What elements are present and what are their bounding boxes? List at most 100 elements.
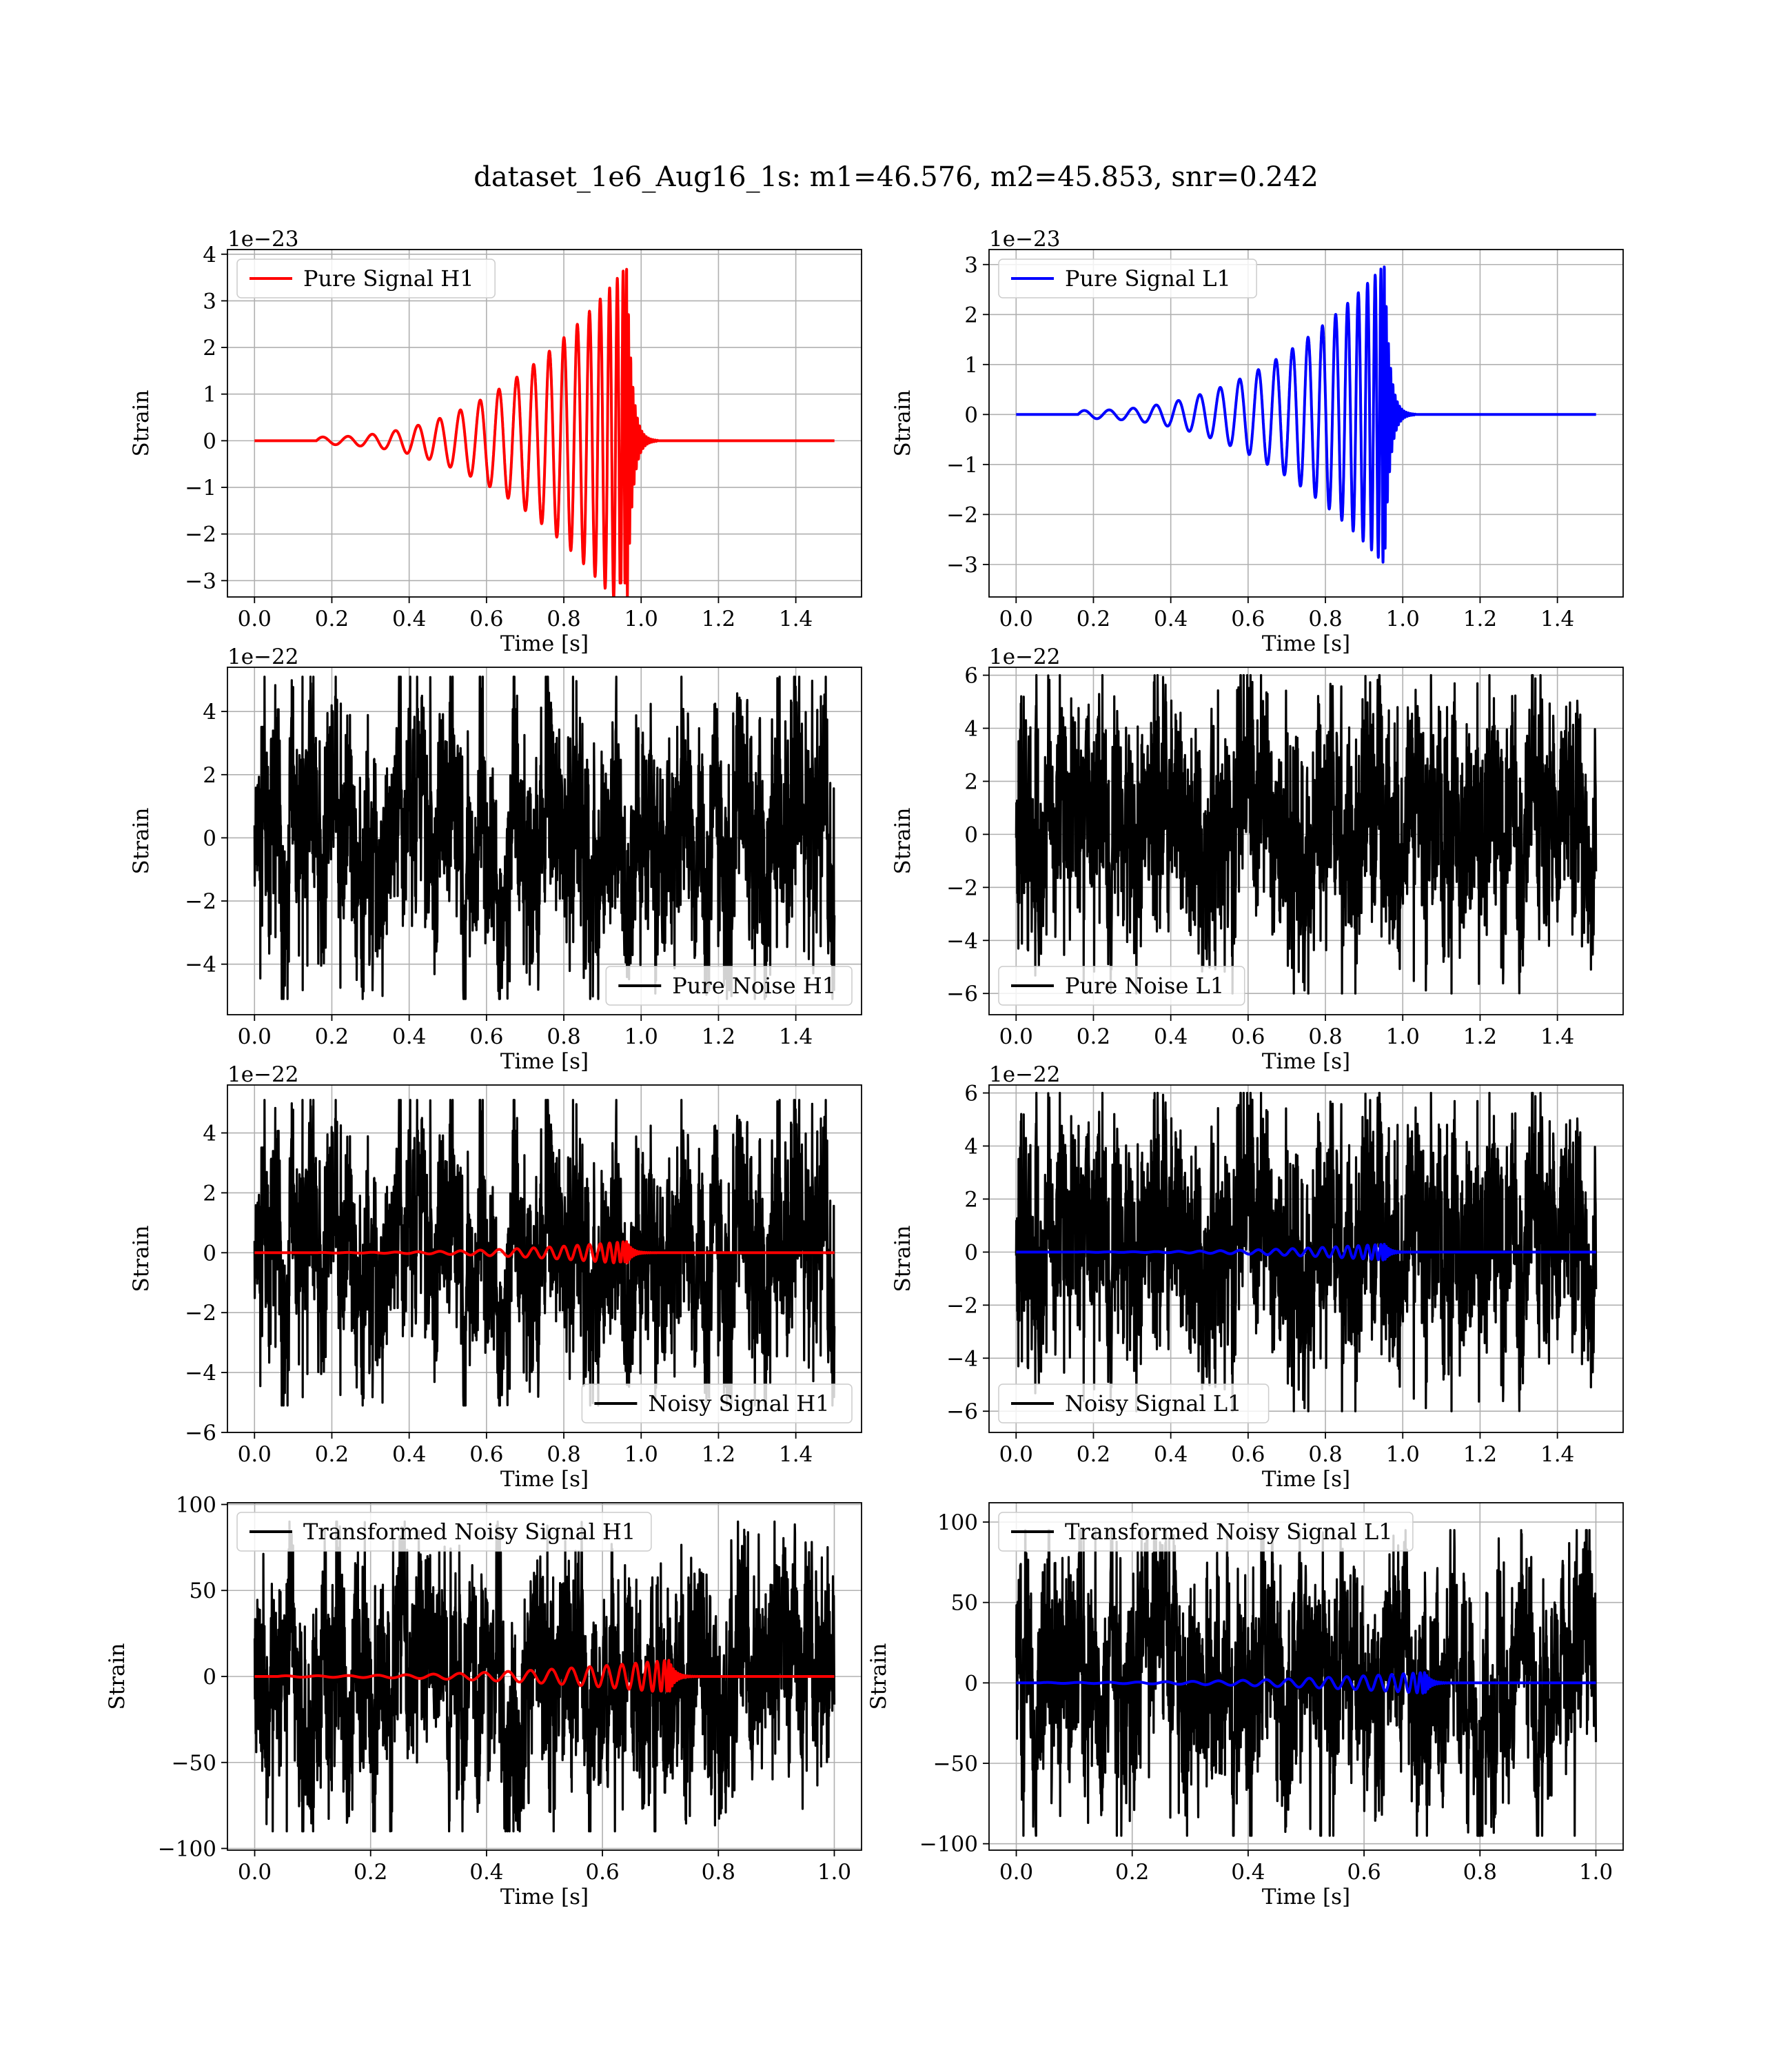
x-tick-label: 0.6 [469,1442,503,1467]
y-tick-label: 1 [203,383,216,407]
x-tick-label: 1.4 [779,1024,813,1049]
y-tick-label: 0 [203,826,216,851]
y-tick-label: 0 [203,1241,216,1266]
x-tick-label: 0.6 [469,607,503,631]
series-line-pure-noise-l1 [1015,673,1598,995]
subplot-pure-noise-l1: 0.0 0.2 0.4 0.6 0.8 1.0 1.2 1.4 −6 −4 −2 0 2 4 6 1e−22 T… [890,645,1624,1074]
legend-box [236,1512,652,1552]
subplot-pure-signal-l1: 0.0 0.2 0.4 0.6 0.8 1.0 1.2 1.4 −3 −2 −1 0 1 2 3 1e−23 T… [890,227,1624,656]
x-tick-label: 1.0 [817,1860,851,1885]
y-axis-label: Strain [129,1226,154,1292]
x-tick-label: 1.0 [624,607,658,631]
x-tick-label: 0.4 [1154,607,1188,631]
y-tick-label: 4 [964,716,978,741]
y-tick-label: 6 [964,1082,978,1106]
y-tick-label: −6 [946,982,978,1006]
x-axis-label: Time [s] [1262,1885,1350,1909]
series-line-pure-signal-h1 [254,267,835,597]
y-tick-label: −100 [919,1832,978,1857]
x-tick-label: 0.0 [999,607,1033,631]
x-axis-label: Time [s] [500,1885,589,1909]
y-tick-label: 0 [203,1665,216,1690]
y-tick-label: 3 [203,289,216,314]
x-tick-label: 0.8 [1308,1442,1342,1467]
x-tick-label: 1.0 [1386,1442,1420,1467]
x-tick-label: 1.0 [1579,1860,1613,1885]
y-tick-label: 1 [964,353,978,378]
subplot-noisy-signal-h1: 0.0 0.2 0.4 0.6 0.8 1.0 1.2 1.4 −6 −4 −2 0 2 4 1e−22 Ti… [129,1062,862,1492]
x-tick-label: 0.4 [1231,1860,1265,1885]
y-tick-label: −1 [946,453,978,478]
axes-frame [227,249,862,598]
x-axis-label: Time [s] [500,1467,589,1492]
x-tick-label: 0.8 [702,1860,735,1885]
series-line-pure-signal-l1 [1016,265,1596,564]
axis-offset-text: 1e−22 [227,1062,299,1087]
y-tick-label: −2 [185,523,216,547]
y-tick-label: 50 [951,1591,978,1616]
y-axis-label: Strain [890,1226,915,1292]
y-tick-label: 2 [964,1187,978,1212]
legend-label: Pure Noise L1 [1065,973,1224,999]
x-tick-label: 1.0 [624,1442,658,1467]
x-axis-label: Time [s] [500,1049,589,1074]
y-tick-label: −1 [185,476,216,500]
subplot-transformed-noisy-signal-l1: 0.0 0.2 0.4 0.6 0.8 1.0 −100 −50 0 50 100 Time [s] S… [866,1502,1624,1909]
y-tick-label: 100 [176,1492,216,1517]
y-tick-label: 0 [964,1671,978,1696]
x-tick-label: 0.0 [999,1442,1033,1467]
y-tick-label: −6 [946,1399,978,1424]
x-tick-label: 0.8 [1463,1860,1497,1885]
axes-frame [227,1084,862,1433]
series-line-transformed-noisy-signal-h1 [253,1520,836,1833]
y-tick-label: −50 [172,1751,216,1776]
legend: Noisy Signal L1 [998,1383,1270,1423]
y-axis-label: Strain [129,808,154,875]
y-tick-label: 4 [203,243,216,267]
legend-label: Noisy Signal L1 [1065,1390,1242,1417]
x-tick-label: 0.0 [238,1860,272,1885]
legend-label: Transformed Noisy Signal L1 [1065,1519,1393,1545]
axes-frame [227,667,862,1015]
x-tick-label: 0.2 [354,1860,387,1885]
x-tick-label: 0.4 [1154,1442,1188,1467]
legend: Pure Noise L1 [998,966,1245,1006]
legend: Transformed Noisy Signal H1 [236,1512,652,1552]
x-tick-label: 0.4 [392,607,426,631]
axes-frame [988,1084,1624,1433]
x-tick-label: 0.4 [469,1860,503,1885]
y-tick-label: −4 [185,953,216,977]
axis-offset-text: 1e−23 [227,227,299,252]
x-tick-label: 0.2 [1115,1860,1149,1885]
series-line-chirp-overlay [1016,1243,1596,1261]
x-tick-label: 0.8 [1308,1024,1342,1049]
x-tick-label: 1.2 [702,607,735,631]
x-tick-label: 0.6 [469,1024,503,1049]
x-axis-label: Time [s] [1262,631,1350,656]
series-line-transformed-noisy-signal-l1 [1015,1529,1598,1837]
y-tick-label: 2 [964,769,978,794]
series-line-chirp-overlay [254,1240,835,1264]
y-axis-label: Strain [890,390,915,457]
x-tick-label: 0.8 [547,1024,580,1049]
y-tick-label: −2 [946,875,978,900]
legend-label: Noisy Signal H1 [648,1390,829,1417]
x-tick-label: 0.2 [1077,1024,1110,1049]
y-tick-label: 0 [964,403,978,427]
x-tick-label: 1.4 [779,1442,813,1467]
x-tick-label: 0.6 [1231,1442,1265,1467]
x-tick-label: 1.2 [702,1442,735,1467]
x-tick-label: 0.6 [1231,607,1265,631]
y-tick-label: −2 [946,1293,978,1318]
x-tick-label: 0.6 [1231,1024,1265,1049]
x-axis-label: Time [s] [500,631,589,656]
x-tick-label: 1.4 [1540,607,1574,631]
series-line-noisy-signal-h1 [253,1099,836,1407]
series-line-pure-noise-h1 [253,676,836,1000]
axes-frame [988,249,1624,598]
y-tick-label: 6 [964,664,978,689]
legend-box [998,1512,1414,1552]
x-tick-label: 1.0 [624,1024,658,1049]
legend: Pure Signal H1 [236,258,496,298]
axes-frame [988,667,1624,1015]
